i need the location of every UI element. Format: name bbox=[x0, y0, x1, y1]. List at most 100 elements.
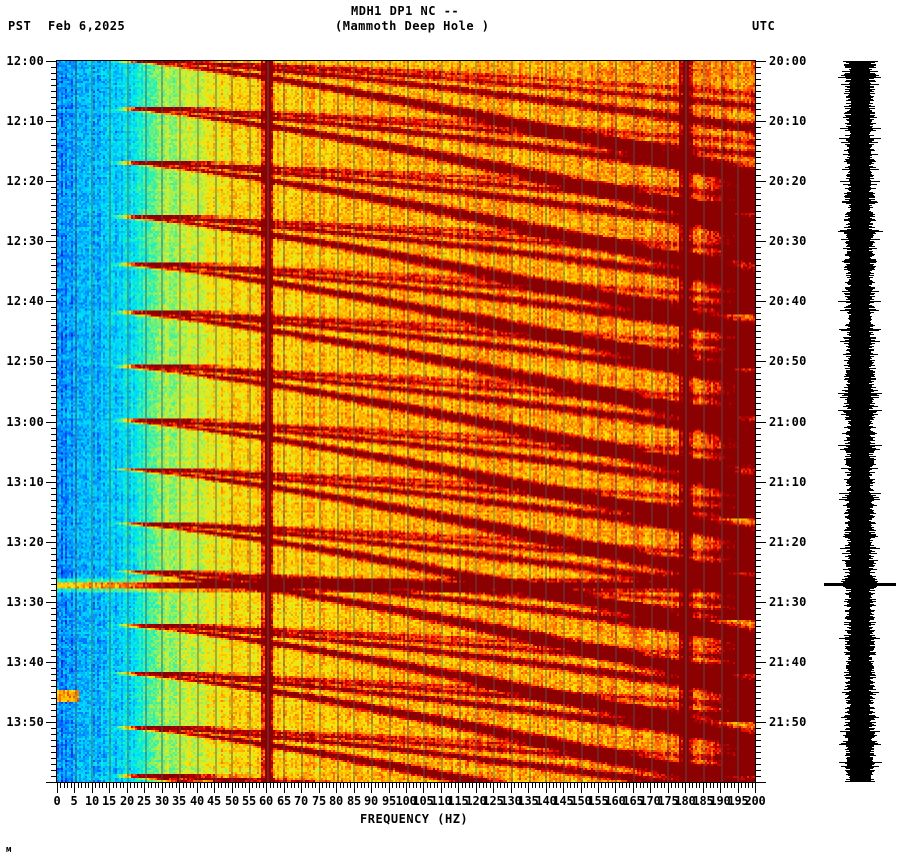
time-tick-major bbox=[755, 722, 766, 723]
time-tick-minor bbox=[755, 692, 761, 693]
freq-tick-label: 185 bbox=[692, 794, 714, 808]
freq-tick-minor bbox=[322, 783, 323, 788]
time-tick-minor bbox=[51, 343, 57, 344]
freq-tick-minor bbox=[277, 783, 278, 788]
spectrogram-plot[interactable] bbox=[57, 61, 755, 782]
freq-tick-minor bbox=[647, 783, 648, 788]
time-tick-minor bbox=[755, 295, 761, 296]
freq-tick-major bbox=[668, 783, 669, 793]
time-tick-minor bbox=[51, 409, 57, 410]
freq-tick-minor bbox=[500, 783, 501, 788]
time-tick-minor bbox=[755, 614, 761, 615]
freq-tick-label: 155 bbox=[587, 794, 609, 808]
time-tick-minor bbox=[51, 157, 57, 158]
time-tick-minor bbox=[51, 596, 57, 597]
freq-tick-minor bbox=[190, 783, 191, 788]
time-tick-minor bbox=[51, 614, 57, 615]
time-tick-minor bbox=[755, 650, 761, 651]
freq-tick-major bbox=[266, 783, 267, 793]
time-tick-minor bbox=[51, 199, 57, 200]
freq-tick-minor bbox=[594, 783, 595, 788]
freq-tick-minor bbox=[448, 783, 449, 788]
time-tick-minor bbox=[755, 518, 761, 519]
time-tick-major bbox=[46, 61, 57, 62]
freq-tick-minor bbox=[752, 783, 753, 788]
freq-tick-major bbox=[546, 783, 547, 793]
freq-tick-minor bbox=[605, 783, 606, 788]
time-tick-label: 21:00 bbox=[769, 415, 807, 429]
freq-tick-major bbox=[127, 783, 128, 793]
time-tick-minor bbox=[51, 331, 57, 332]
time-tick-minor bbox=[51, 446, 57, 447]
time-tick-minor bbox=[51, 313, 57, 314]
time-tick-minor bbox=[51, 728, 57, 729]
freq-tick-minor bbox=[183, 783, 184, 788]
time-tick-minor bbox=[755, 764, 761, 765]
freq-tick-label: 70 bbox=[293, 794, 309, 808]
time-tick-minor bbox=[755, 391, 761, 392]
frequency-axis-title: FREQUENCY (HZ) bbox=[360, 812, 469, 826]
time-tick-minor bbox=[51, 175, 57, 176]
freq-tick-minor bbox=[437, 783, 438, 788]
time-tick-major bbox=[46, 422, 57, 423]
time-tick-minor bbox=[755, 349, 761, 350]
time-tick-minor bbox=[51, 67, 57, 68]
time-tick-major bbox=[755, 301, 766, 302]
time-tick-minor bbox=[755, 428, 761, 429]
freq-tick-label: 45 bbox=[206, 794, 222, 808]
freq-tick-label: 60 bbox=[258, 794, 274, 808]
time-tick-label: 21:50 bbox=[769, 715, 807, 729]
time-tick-minor bbox=[755, 211, 761, 212]
time-tick-minor bbox=[51, 716, 57, 717]
freq-tick-minor bbox=[497, 783, 498, 788]
freq-tick-minor bbox=[713, 783, 714, 788]
freq-tick-minor bbox=[734, 783, 735, 788]
time-tick-minor bbox=[755, 127, 761, 128]
freq-tick-minor bbox=[116, 783, 117, 788]
time-tick-minor bbox=[755, 91, 761, 92]
time-tick-minor bbox=[51, 470, 57, 471]
axis-line-left bbox=[56, 60, 57, 783]
time-tick-minor bbox=[755, 674, 761, 675]
freq-tick-minor bbox=[228, 783, 229, 788]
freq-tick-label: 0 bbox=[53, 794, 61, 808]
freq-tick-label: 75 bbox=[311, 794, 327, 808]
axis-line-right bbox=[755, 60, 756, 783]
time-tick-minor bbox=[51, 403, 57, 404]
freq-tick-minor bbox=[245, 783, 246, 788]
freq-tick-minor bbox=[532, 783, 533, 788]
freq-tick-major bbox=[162, 783, 163, 793]
time-tick-minor bbox=[755, 584, 761, 585]
time-tick-minor bbox=[51, 752, 57, 753]
time-tick-minor bbox=[51, 464, 57, 465]
freq-tick-minor bbox=[504, 783, 505, 788]
freq-tick-minor bbox=[340, 783, 341, 788]
time-tick-label: 21:30 bbox=[769, 595, 807, 609]
seismogram-trace-panel[interactable] bbox=[820, 61, 900, 782]
time-tick-minor bbox=[51, 506, 57, 507]
freq-tick-major bbox=[581, 783, 582, 793]
time-tick-minor bbox=[755, 434, 761, 435]
time-tick-minor bbox=[755, 512, 761, 513]
freq-tick-label: 105 bbox=[412, 794, 434, 808]
time-tick-minor bbox=[51, 770, 57, 771]
time-tick-minor bbox=[755, 500, 761, 501]
time-tick-minor bbox=[755, 656, 761, 657]
freq-tick-minor bbox=[507, 783, 508, 788]
time-tick-minor bbox=[51, 626, 57, 627]
freq-tick-major bbox=[197, 783, 198, 793]
time-tick-minor bbox=[51, 494, 57, 495]
time-tick-label: 20:20 bbox=[769, 174, 807, 188]
time-tick-major bbox=[46, 482, 57, 483]
time-tick-minor bbox=[755, 229, 761, 230]
time-tick-minor bbox=[755, 139, 761, 140]
time-tick-minor bbox=[51, 524, 57, 525]
time-tick-minor bbox=[755, 133, 761, 134]
time-tick-minor bbox=[755, 403, 761, 404]
freq-tick-label: 90 bbox=[363, 794, 379, 808]
freq-tick-minor bbox=[434, 783, 435, 788]
freq-tick-label: 20 bbox=[119, 794, 135, 808]
time-tick-minor bbox=[51, 578, 57, 579]
time-tick-label: 20:40 bbox=[769, 294, 807, 308]
time-tick-minor bbox=[51, 536, 57, 537]
